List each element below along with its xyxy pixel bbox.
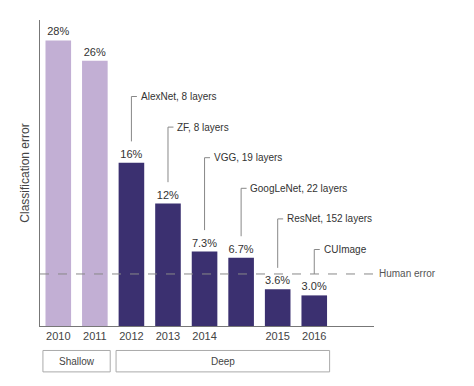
svg-text:ResNet, 152 layers: ResNet, 152 layers bbox=[287, 213, 372, 224]
svg-text:3.0%: 3.0% bbox=[302, 280, 327, 292]
svg-text:2013: 2013 bbox=[156, 330, 180, 342]
svg-text:2016: 2016 bbox=[302, 330, 326, 342]
svg-text:28%: 28% bbox=[47, 25, 69, 37]
svg-text:CUImage: CUImage bbox=[324, 244, 367, 255]
svg-text:AlexNet, 8 layers: AlexNet, 8 layers bbox=[141, 91, 217, 102]
svg-text:Human error: Human error bbox=[379, 268, 436, 279]
svg-text:Shallow: Shallow bbox=[59, 356, 95, 367]
svg-text:7.3%: 7.3% bbox=[192, 237, 217, 249]
svg-text:16%: 16% bbox=[120, 148, 142, 160]
svg-text:26%: 26% bbox=[84, 46, 106, 58]
svg-text:ZF, 8 layers: ZF, 8 layers bbox=[177, 122, 229, 133]
svg-text:3.6%: 3.6% bbox=[265, 274, 290, 286]
svg-text:12%: 12% bbox=[157, 189, 179, 201]
svg-text:VGG, 19 layers: VGG, 19 layers bbox=[214, 152, 282, 163]
svg-text:2015: 2015 bbox=[265, 330, 289, 342]
svg-text:GoogLeNet, 22 layers: GoogLeNet, 22 layers bbox=[250, 183, 347, 194]
svg-text:2012: 2012 bbox=[119, 330, 143, 342]
svg-text:Deep: Deep bbox=[211, 356, 235, 367]
svg-text:2011: 2011 bbox=[83, 330, 107, 342]
svg-text:6.7%: 6.7% bbox=[228, 243, 253, 255]
svg-text:2010: 2010 bbox=[46, 330, 70, 342]
svg-text:2014: 2014 bbox=[192, 330, 216, 342]
svg-text:Classification error: Classification error bbox=[18, 123, 32, 222]
